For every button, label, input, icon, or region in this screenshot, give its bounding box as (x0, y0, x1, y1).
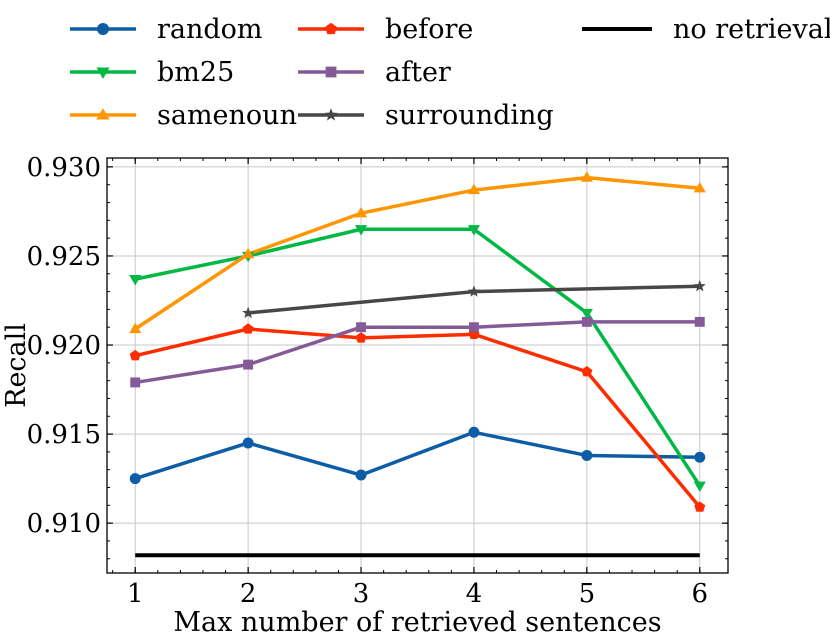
x-tick-label: 6 (691, 579, 708, 609)
data-point-after (243, 359, 254, 370)
y-tick-label: 0.925 (27, 242, 101, 272)
x-tick-label: 1 (127, 579, 144, 609)
legend-label-bm25: bm25 (157, 57, 234, 88)
y-axis-label: Recall (1, 323, 32, 408)
data-point-bm25 (129, 274, 142, 286)
legend: random bm25 samenoun before after surrounding… (70, 14, 830, 131)
data-point-before (581, 365, 593, 377)
data-point-before (242, 323, 254, 334)
legend-label-no-retrieval: no retrieval (673, 14, 830, 45)
legend-label-surrounding: surrounding (385, 100, 554, 131)
data-point-samenoun (693, 181, 706, 193)
plot-frame (106, 157, 729, 574)
data-point-after (581, 316, 592, 327)
data-point-bm25 (467, 225, 481, 236)
legend-label-before: before (385, 14, 473, 45)
series-line-before (134, 327, 702, 509)
series-line-random (134, 430, 700, 481)
legend-marker-bm25 (96, 67, 110, 79)
data-point-surrounding (467, 285, 480, 297)
y-tick-label: 0.930 (27, 153, 101, 183)
data-point-random (355, 469, 367, 481)
ticks: 1 2 3 4 5 6 0.910 0.915 0.920 0.925 0.930 (27, 153, 728, 609)
data-point-samenoun (129, 322, 142, 334)
legend-marker-random (97, 23, 109, 35)
legend-marker-samenoun (96, 108, 110, 120)
x-tick-label: 4 (466, 579, 483, 609)
legend-label-random: random (157, 14, 263, 45)
data-point-after (130, 377, 141, 388)
data-point-after (356, 322, 366, 333)
series-line-bm25 (134, 227, 702, 487)
data-point-random (242, 437, 254, 449)
legend-label-samenoun: samenoun (157, 100, 297, 131)
x-tick-label: 3 (353, 579, 370, 609)
x-tick-label: 2 (240, 579, 257, 609)
data-point-bm25 (354, 225, 368, 236)
markers (129, 171, 706, 512)
data-point-random (581, 449, 593, 461)
data-point-after (694, 316, 705, 327)
data-point-random (468, 426, 480, 438)
legend-label-after: after (385, 57, 451, 88)
legend-marker-before (325, 22, 337, 35)
legend-marker-surrounding (324, 108, 338, 121)
data-point-samenoun (354, 206, 368, 218)
data-point-surrounding (693, 279, 706, 292)
x-tick-label: 5 (579, 579, 596, 609)
y-tick-label: 0.910 (27, 509, 101, 539)
data-point-bm25 (580, 308, 593, 320)
data-point-samenoun (580, 171, 593, 182)
series-line-after (134, 320, 700, 385)
data-point-before (129, 349, 141, 361)
y-tick-label: 0.920 (27, 331, 101, 361)
data-point-random (694, 451, 706, 463)
series-lines (134, 175, 702, 558)
data-point-random (129, 473, 141, 485)
y-tick-label: 0.915 (27, 420, 101, 450)
data-point-before (694, 501, 706, 512)
data-point-bm25 (693, 481, 706, 493)
x-axis-label: Max number of retrieved sentences (173, 607, 661, 638)
grid (107, 158, 728, 573)
data-point-after (469, 322, 479, 333)
legend-marker-after (325, 66, 337, 78)
data-point-samenoun (242, 247, 255, 259)
data-point-before (355, 332, 367, 343)
data-point-samenoun (467, 183, 481, 195)
data-point-surrounding (242, 306, 255, 319)
series-line-samenoun (134, 175, 700, 331)
